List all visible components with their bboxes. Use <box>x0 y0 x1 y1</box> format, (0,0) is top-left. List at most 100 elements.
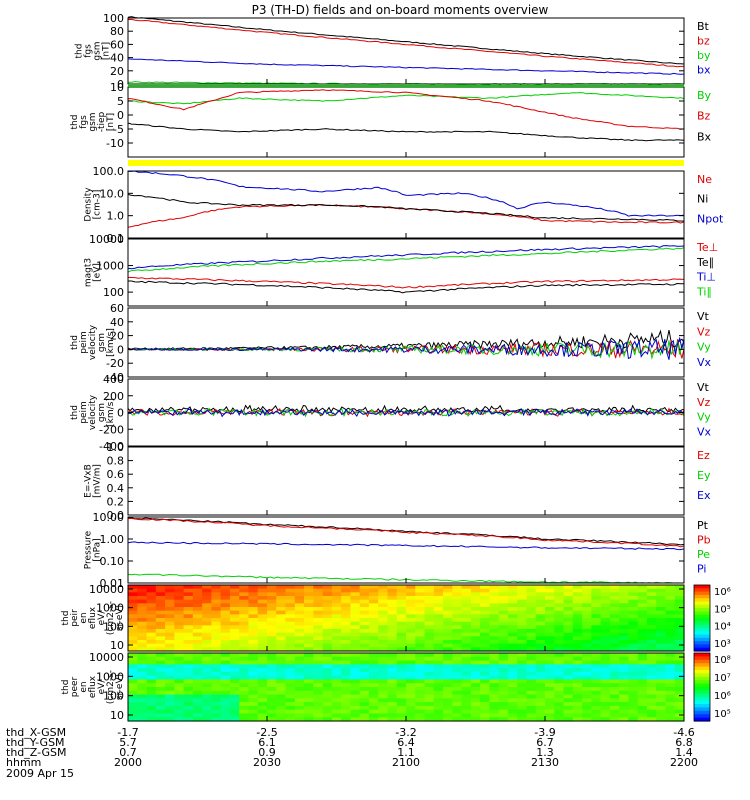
heatmap-cell <box>554 698 565 703</box>
heatmap-cell <box>563 717 574 722</box>
heatmap-cell <box>267 647 277 652</box>
heatmap-cell <box>637 690 648 696</box>
heatmap-cell <box>202 656 212 662</box>
heatmap-cell <box>628 653 639 658</box>
heatmap-cell <box>341 643 351 648</box>
heatmap-cell <box>600 690 611 696</box>
heatmap-cell <box>202 632 212 637</box>
heatmap-cell <box>322 618 333 623</box>
heatmap-cell <box>211 636 222 641</box>
heatmap-cell <box>229 702 240 707</box>
heatmap-cell <box>563 625 574 630</box>
heatmap-cell <box>211 588 222 593</box>
heatmap-cell <box>489 636 500 641</box>
heatmap-cell <box>294 702 305 707</box>
heatmap-cell <box>304 671 314 677</box>
heatmap-cell <box>331 599 342 604</box>
heatmap-cell <box>331 596 342 601</box>
heatmap-cell <box>665 675 676 681</box>
heatmap-cell <box>470 610 481 615</box>
heatmap-cell <box>461 610 472 615</box>
heatmap-cell <box>470 709 481 715</box>
heatmap-cell <box>267 640 277 645</box>
heatmap-cell <box>359 660 370 665</box>
heatmap-cell <box>239 647 250 652</box>
y-axis-label: thd peim velocity gsm [km/s] <box>70 394 116 430</box>
heatmap-cell <box>220 640 231 645</box>
heatmap-cell <box>294 683 305 688</box>
heatmap-cell <box>665 588 676 593</box>
heatmap-cell <box>674 640 685 645</box>
heatmap-cell <box>387 647 398 652</box>
heatmap-cell <box>600 660 611 665</box>
heatmap-cell <box>582 596 592 601</box>
heatmap-cell <box>443 660 453 665</box>
heatmap-cell <box>267 671 277 677</box>
heatmap-cell <box>415 629 426 634</box>
heatmap-cell <box>526 636 537 641</box>
heatmap-cell <box>155 713 166 718</box>
heatmap-cell <box>276 679 287 684</box>
heatmap-cell <box>192 614 203 619</box>
heatmap-cell <box>433 618 444 623</box>
heatmap-cell <box>600 588 611 593</box>
heatmap-cell <box>526 632 537 637</box>
heatmap-cell <box>396 618 407 623</box>
heatmap-cell <box>257 675 268 681</box>
heatmap-cell <box>600 713 611 718</box>
y-axis-label-line: gsm <box>97 333 107 352</box>
heatmap-cell <box>350 671 361 677</box>
y-axis-label-line: eflux <box>88 606 98 629</box>
heatmap-cell <box>572 618 583 623</box>
heatmap-cell <box>137 647 148 652</box>
heatmap-cell <box>211 717 222 722</box>
heatmap-cell <box>294 596 305 601</box>
heatmap-cell <box>331 647 342 652</box>
heatmap-cell <box>665 713 676 718</box>
colorbar-cell <box>694 598 710 603</box>
heatmap-cell <box>637 713 648 718</box>
heatmap-cell <box>322 614 333 619</box>
heatmap-cell <box>619 607 629 612</box>
heatmap-cell <box>322 705 333 711</box>
heatmap-cell <box>137 603 148 608</box>
heatmap-cell <box>674 647 685 652</box>
heatmap-cell <box>507 698 518 703</box>
legend-Ne: Ne <box>697 173 712 186</box>
heatmap-cell <box>155 698 166 703</box>
heatmap-cell <box>609 599 620 604</box>
heatmap-cell <box>674 632 685 637</box>
heatmap-cell <box>174 607 185 612</box>
legend-By: By <box>697 89 712 102</box>
heatmap-cell <box>572 664 583 669</box>
heatmap-cell <box>350 653 361 658</box>
heatmap-cell <box>424 603 435 608</box>
heatmap-cell <box>239 687 250 692</box>
heatmap-cell <box>257 643 268 648</box>
heatmap-cell <box>304 621 314 626</box>
heatmap-cell <box>128 671 138 677</box>
heatmap-cell <box>609 683 620 688</box>
heatmap-cell <box>396 585 407 590</box>
y-tick-label: 40 <box>110 316 124 329</box>
heatmap-cell <box>572 596 583 601</box>
heatmap-cell <box>174 683 185 688</box>
heatmap-cell <box>183 675 194 681</box>
heatmap-cell <box>257 632 268 637</box>
heatmap-cell <box>276 588 287 593</box>
heatmap-cell <box>406 717 416 722</box>
heatmap-cell <box>609 640 620 645</box>
heatmap-cell <box>350 588 361 593</box>
heatmap-cell <box>211 610 222 615</box>
y-axis-label: thd peir en eflux eV/(cm2-s-sr-eV) <box>61 601 125 635</box>
heatmap-cell <box>368 668 379 673</box>
heatmap-cell <box>535 643 546 648</box>
heatmap-cell <box>239 656 250 662</box>
heatmap-cell <box>359 607 370 612</box>
heatmap-cell <box>183 690 194 696</box>
heatmap-cell <box>424 607 435 612</box>
heatmap-cell <box>498 596 509 601</box>
heatmap-cell <box>480 632 490 637</box>
heatmap-cell <box>128 694 138 699</box>
heatmap-cell <box>183 683 194 688</box>
